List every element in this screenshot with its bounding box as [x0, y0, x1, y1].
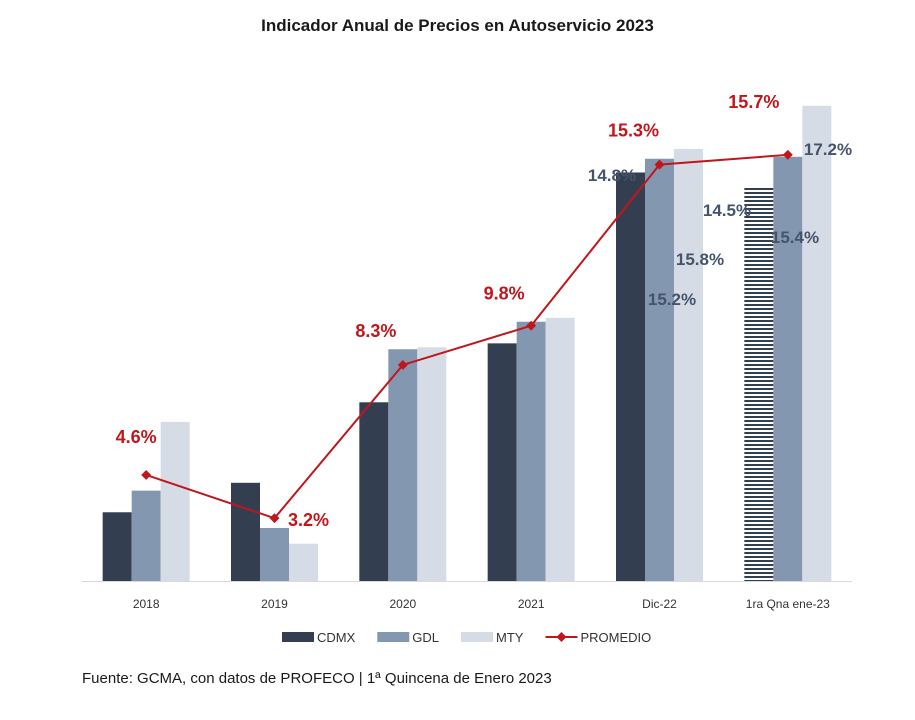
- bar-cdmx-1ra-qna-ene-23: [744, 186, 774, 581]
- legend-label: MTY: [496, 630, 524, 645]
- promedio-data-label: 15.3%: [608, 121, 659, 141]
- legend-swatch-mty: [461, 632, 494, 642]
- legend-label: CDMX: [317, 630, 356, 645]
- promedio-point-2020: [397, 360, 408, 370]
- promedio-point-2021: [526, 320, 537, 331]
- promedio-data-label: 8.3%: [355, 321, 396, 341]
- bar-data-label: 15.8%: [676, 250, 724, 269]
- bar-data-label: 15.4%: [771, 228, 819, 247]
- promedio-data-label: 4.6%: [116, 427, 157, 447]
- legend: CDMX GDL MTY PROMEDIO: [282, 630, 651, 645]
- x-tick-label: 2019: [261, 597, 288, 611]
- promedio-point-2019: [269, 513, 280, 524]
- bar-cdmx-2019: [231, 482, 260, 581]
- bar-gdl-1ra-qna-ene-23: [773, 156, 803, 581]
- chart-title: Indicador Anual de Precios en Autoservic…: [261, 16, 654, 35]
- legend-swatch-cdmx: [282, 632, 314, 642]
- promedio-point-2018: [141, 469, 152, 480]
- legend-marker-promedio: [556, 632, 567, 642]
- x-tick-label: 2021: [518, 597, 545, 611]
- x-tick-label: 2018: [133, 597, 160, 611]
- bar-data-label: 15.2%: [648, 290, 696, 309]
- x-tick-label: Dic-22: [642, 597, 677, 611]
- bar-data-label: 14.8%: [588, 166, 636, 185]
- bar-mty-2020: [417, 347, 447, 581]
- bar-gdl-2021: [516, 321, 546, 581]
- promedio-line: [145, 153, 788, 520]
- bar-mty-dic-22: [674, 148, 703, 582]
- promedio-point-dic-22: [654, 159, 665, 170]
- bar-cdmx-2020: [359, 402, 389, 581]
- bar-cdmx-2018: [102, 512, 132, 581]
- legend-swatch-gdl: [377, 632, 410, 642]
- bar-mty-2021: [545, 317, 575, 581]
- x-tick-label: 2020: [389, 597, 416, 611]
- promedio-data-label: 15.7%: [728, 92, 779, 112]
- bar-cdmx-2021: [487, 343, 517, 581]
- x-tick-label: 1ra Qna ene-23: [746, 597, 830, 611]
- bar-mty-1ra-qna-ene-23: [802, 105, 832, 581]
- promedio-data-label: 3.2%: [288, 510, 329, 530]
- bar-gdl-2020: [388, 349, 418, 581]
- bar-gdl-2019: [260, 527, 289, 581]
- legend-label: PROMEDIO: [580, 630, 651, 645]
- bar-cdmx-dic-22: [616, 172, 645, 581]
- bar-mty-2019: [289, 543, 318, 581]
- bar-gdl-2018: [131, 490, 161, 581]
- bar-gdl-dic-22: [645, 158, 674, 582]
- legend-label: GDL: [412, 630, 439, 645]
- bar-data-label: 14.5%: [703, 201, 751, 220]
- promedio-data-label: 9.8%: [484, 284, 525, 304]
- bar-mty-2018: [160, 421, 190, 581]
- bar-data-label: 17.2%: [804, 140, 852, 159]
- promedio-point-1ra-qna-ene-23: [782, 149, 793, 160]
- source-note: Fuente: GCMA, con datos de PROFECO | 1ª …: [82, 670, 552, 687]
